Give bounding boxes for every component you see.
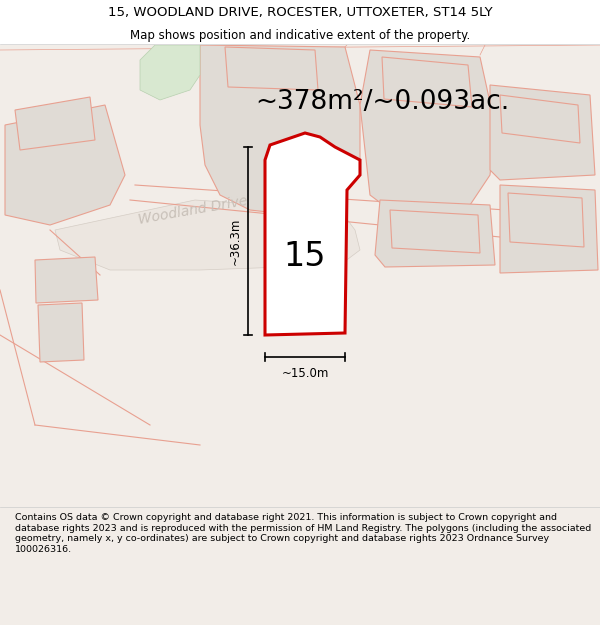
Text: 15, WOODLAND DRIVE, ROCESTER, UTTOXETER, ST14 5LY: 15, WOODLAND DRIVE, ROCESTER, UTTOXETER,… bbox=[107, 6, 493, 19]
Polygon shape bbox=[382, 57, 472, 107]
Polygon shape bbox=[508, 193, 584, 247]
Text: ~378m²/~0.093ac.: ~378m²/~0.093ac. bbox=[255, 89, 509, 115]
Polygon shape bbox=[265, 133, 360, 335]
Polygon shape bbox=[15, 97, 95, 150]
Text: Map shows position and indicative extent of the property.: Map shows position and indicative extent… bbox=[130, 29, 470, 42]
Polygon shape bbox=[490, 85, 595, 180]
Polygon shape bbox=[38, 303, 84, 362]
Text: Contains OS data © Crown copyright and database right 2021. This information is : Contains OS data © Crown copyright and d… bbox=[15, 513, 591, 554]
Polygon shape bbox=[225, 47, 318, 90]
Polygon shape bbox=[360, 50, 495, 210]
Polygon shape bbox=[200, 45, 360, 215]
Polygon shape bbox=[55, 200, 360, 270]
Polygon shape bbox=[500, 185, 598, 273]
Text: Woodland Drive: Woodland Drive bbox=[137, 194, 249, 226]
Polygon shape bbox=[375, 200, 495, 267]
Polygon shape bbox=[35, 257, 98, 303]
Text: 15: 15 bbox=[284, 241, 326, 274]
Polygon shape bbox=[5, 105, 125, 225]
Polygon shape bbox=[140, 45, 200, 100]
Polygon shape bbox=[500, 95, 580, 143]
Text: ~36.3m: ~36.3m bbox=[229, 217, 242, 265]
Text: ~15.0m: ~15.0m bbox=[281, 367, 329, 380]
Polygon shape bbox=[390, 210, 480, 253]
